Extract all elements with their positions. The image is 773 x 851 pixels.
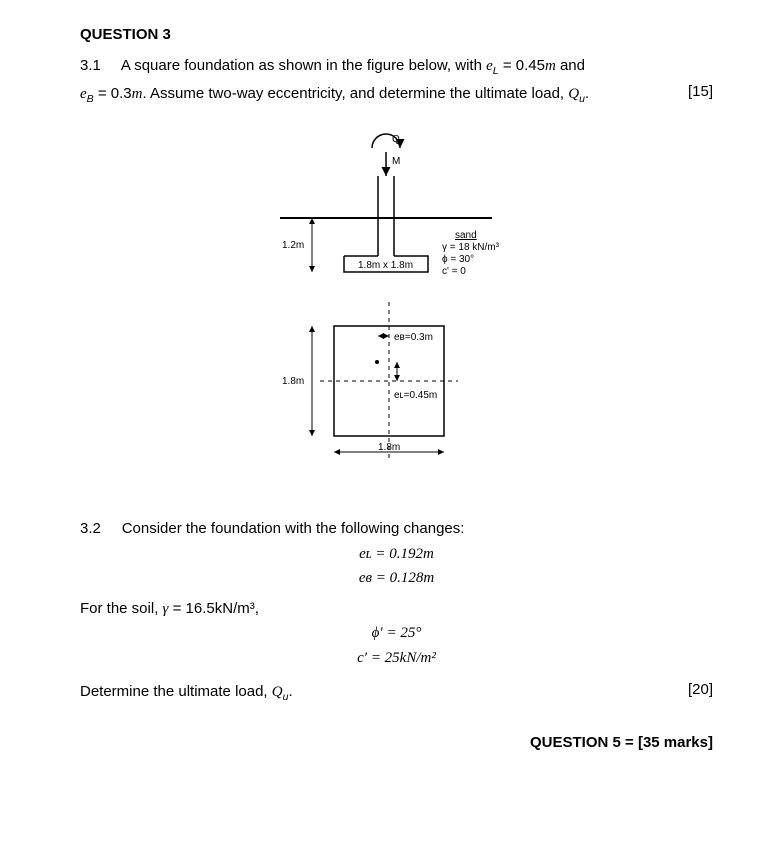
equals-1: = [503, 57, 516, 74]
eq-c: c′ = 25kN/m² [80, 647, 713, 670]
fig-plan-side-label: 1.8m [282, 376, 304, 387]
fig-footing-label: 1.8m x 1.8m [358, 260, 413, 271]
unit-m-2: m [132, 86, 143, 102]
load-point-icon [375, 360, 379, 364]
q3-2-marks: [20] [672, 679, 713, 702]
fig-m-label: M [392, 156, 400, 167]
q3-1-line1: 3.1 A square foundation as shown in the … [80, 55, 713, 80]
fig-soil-c: c' = 0 [442, 266, 466, 277]
foundation-diagram: Qᵤ M 1.2m 1.8m x 1.8m sand γ = 18 kN/m³ … [232, 130, 562, 490]
q3-1-marks: [15] [672, 81, 713, 104]
eq-c-text: c′ = 25kN/m² [357, 650, 436, 666]
question-5-total: QUESTION 5 = [35 marks] [80, 732, 713, 755]
fig-plan-bottom-label: 1.8m [378, 442, 400, 453]
q3-1-line2-row: eB = 0.3m. Assume two-way eccentricity, … [80, 81, 713, 110]
eq-phi-text: ϕ′ = 25° [372, 625, 422, 641]
q3-2-number: 3.2 [80, 520, 101, 537]
soil-lead: For the soil, [80, 600, 163, 617]
fig-depth-label: 1.2m [282, 240, 304, 251]
period-1: . [585, 85, 589, 102]
eq-eL: eʟ = 0.192m [80, 543, 713, 566]
q3-2-text: Consider the foundation with the followi… [122, 520, 465, 537]
eq-eB-text: eв = 0.128m [359, 570, 434, 586]
and-text: and [560, 57, 585, 74]
unit-m-1: m [545, 58, 556, 74]
q3-1-number: 3.1 [80, 57, 101, 74]
q3-2-line: 3.2 Consider the foundation with the fol… [80, 518, 713, 541]
period-2: . [288, 683, 292, 700]
q3-1-text-a: A square foundation as shown in the figu… [121, 57, 486, 74]
question-3-title: QUESTION 3 [80, 24, 713, 47]
q3-2-determine-row: Determine the ultimate load, Qu. [20] [80, 679, 713, 708]
eL-symbol: e [486, 58, 493, 74]
fig-soil-title: sand [455, 230, 477, 241]
q3-1-line2: eB = 0.3m. Assume two-way eccentricity, … [80, 83, 589, 108]
eq-eL-text: eʟ = 0.192m [359, 546, 434, 562]
eq-phi: ϕ′ = 25° [80, 622, 713, 645]
soil-line: For the soil, γ = 16.5kN/m³, [80, 598, 713, 621]
eB-subscript: B [87, 93, 94, 105]
det-lead: Determine the ultimate load, [80, 683, 272, 700]
Qu-symbol: Q [568, 86, 579, 102]
page: QUESTION 3 3.1 A square foundation as sh… [0, 0, 773, 851]
eB-symbol: e [80, 86, 87, 102]
eL-value: 0.45 [516, 57, 545, 74]
eq-eB: eв = 0.128m [80, 567, 713, 590]
fig-eL-label: eʟ=0.45m [394, 390, 437, 401]
equals-2: = [98, 85, 111, 102]
figure-container: Qᵤ M 1.2m 1.8m x 1.8m sand γ = 18 kN/m³ … [80, 130, 713, 490]
eL-subscript: L [493, 65, 499, 77]
fig-eB-label: eв=0.3m [394, 332, 433, 343]
determine-text: Determine the ultimate load, Qu. [80, 681, 293, 706]
fig-soil-gamma: γ = 18 kN/m³ [442, 242, 500, 253]
gamma-val: = 16.5kN/m³, [168, 600, 258, 617]
Qu2-symbol: Q [272, 684, 283, 700]
q3-1-text-b: . Assume two-way eccentricity, and deter… [143, 85, 569, 102]
eB-value: 0.3 [111, 85, 132, 102]
fig-soil-phi: ϕ = 30° [442, 254, 474, 265]
